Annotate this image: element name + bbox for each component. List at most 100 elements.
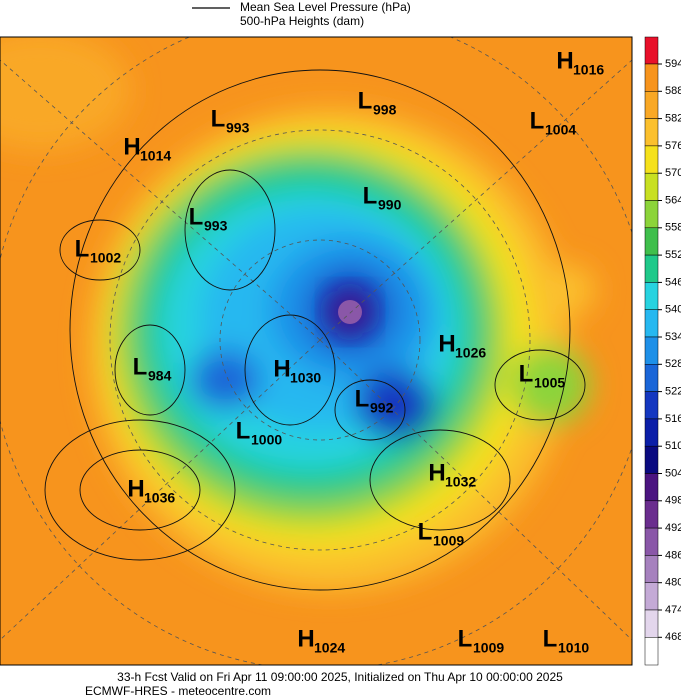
- center-symbol: L: [519, 360, 534, 387]
- center-value: 998: [373, 102, 397, 118]
- colorbar-segment: [644, 309, 659, 338]
- center-symbol: L: [363, 182, 378, 209]
- center-value: 1036: [144, 490, 175, 506]
- center-symbol: L: [236, 417, 251, 444]
- center-symbol: L: [358, 87, 373, 114]
- center-value: 1004: [545, 122, 576, 138]
- colorbar-label: 468: [665, 631, 681, 643]
- center-symbol: H: [123, 133, 140, 160]
- colorbar-segment: [644, 555, 659, 583]
- colorbar-segment: [644, 609, 659, 638]
- colorbar-segment: [644, 473, 659, 502]
- colorbar-segment: [644, 91, 659, 119]
- pressure-center: L 990: [363, 182, 402, 212]
- center-value: 1030: [290, 370, 321, 386]
- pressure-center: L 993: [211, 105, 250, 135]
- center-value: 993: [204, 218, 228, 234]
- center-value: 1014: [140, 148, 171, 164]
- center-symbol: L: [355, 385, 370, 412]
- center-symbol: L: [189, 203, 204, 230]
- colorbar-segment: [644, 391, 659, 420]
- colorbar-label: 492: [665, 522, 681, 534]
- center-symbol: H: [556, 47, 573, 74]
- colorbar-label: 498: [665, 495, 681, 507]
- pressure-center: H 1026: [438, 330, 486, 360]
- center-symbol: H: [428, 459, 445, 486]
- colorbar-label: 576: [665, 140, 681, 152]
- map-frame: [0, 36, 633, 666]
- pressure-center: L 1002: [75, 235, 122, 265]
- pressure-center: H 1036: [127, 475, 175, 505]
- center-symbol: L: [418, 518, 433, 545]
- center-symbol: L: [211, 105, 226, 132]
- colorbar-segment: [644, 637, 659, 666]
- center-value: 1016: [573, 62, 604, 78]
- colorbar-segment: [644, 227, 659, 256]
- colorbar-label: 570: [665, 167, 681, 179]
- colorbar-label: 480: [665, 577, 681, 589]
- colorbar-segment: [644, 172, 659, 201]
- map: [0, 37, 632, 665]
- colorbar-label: 522: [665, 386, 681, 398]
- colorbar-segment: [644, 445, 659, 474]
- colorbar-label: 486: [665, 549, 681, 561]
- pressure-center: L 1009: [458, 625, 505, 655]
- center-value: 990: [378, 197, 402, 213]
- center-symbol: L: [530, 107, 545, 134]
- center-value: 984: [148, 368, 172, 384]
- colorbar-segment: [644, 200, 659, 229]
- center-symbol: L: [75, 235, 90, 262]
- colorbar-label: 564: [665, 194, 681, 206]
- colorbar-segment: [644, 118, 659, 147]
- footer-text: ECMWF-HRES - meteocentre.com: [85, 684, 271, 698]
- center-value: 1026: [455, 345, 486, 361]
- pressure-center: H 1014: [123, 133, 171, 163]
- footer-text: 33-h Fcst Valid on Fri Apr 11 09:00:00 2…: [117, 670, 563, 684]
- center-symbol: H: [297, 625, 314, 652]
- pressure-center: L 1004: [530, 107, 577, 137]
- colorbar-segment: [644, 145, 659, 174]
- center-symbol: H: [273, 355, 290, 382]
- colorbar-segment: [644, 364, 659, 392]
- center-value: 1009: [433, 533, 464, 549]
- colorbar-segment: [644, 63, 659, 92]
- colorbar-segment: [644, 418, 659, 447]
- colorbar-label: 516: [665, 413, 681, 425]
- pressure-center: L 1000: [236, 417, 283, 447]
- center-value: 1005: [534, 375, 565, 391]
- colorbar-segment: [644, 282, 659, 310]
- pressure-center: H 1024: [297, 625, 345, 655]
- colorbar-segment: [644, 336, 659, 365]
- colorbar-label: 540: [665, 304, 681, 316]
- colorbar-label: 588: [665, 85, 681, 97]
- legend-label: Mean Sea Level Pressure (hPa): [240, 0, 411, 14]
- center-value: 1009: [473, 640, 504, 656]
- colorbar-segment: [644, 527, 659, 556]
- colorbar-segment: [644, 582, 659, 611]
- colorbar-label: 534: [665, 331, 681, 343]
- colorbar-label: 528: [665, 358, 681, 370]
- colorbar-label: 474: [665, 604, 681, 616]
- pressure-center: H 1030: [273, 355, 321, 385]
- colorbar-label: 582: [665, 113, 681, 125]
- center-value: 993: [226, 120, 250, 136]
- colorbar-label: 504: [665, 467, 681, 479]
- center-symbol: H: [438, 330, 455, 357]
- center-value: 1002: [90, 250, 121, 266]
- center-symbol: L: [133, 353, 148, 380]
- center-symbol: L: [458, 625, 473, 652]
- colorbar-label: 510: [665, 440, 681, 452]
- pressure-center: H 1032: [428, 459, 476, 489]
- pressure-center: L 993: [189, 203, 228, 233]
- colorbar-label: 594: [665, 58, 681, 70]
- pressure-center: L 1005: [519, 360, 566, 390]
- pressure-center: L 998: [358, 87, 397, 117]
- center-value: 1024: [314, 640, 345, 656]
- pressure-center: L 984: [133, 353, 172, 383]
- center-value: 992: [370, 400, 394, 416]
- legend-label: 500-hPa Heights (dam): [240, 14, 364, 28]
- colorbar-segment: [644, 36, 659, 65]
- pressure-center: L 992: [355, 385, 394, 415]
- colorbar-segment: [644, 254, 659, 283]
